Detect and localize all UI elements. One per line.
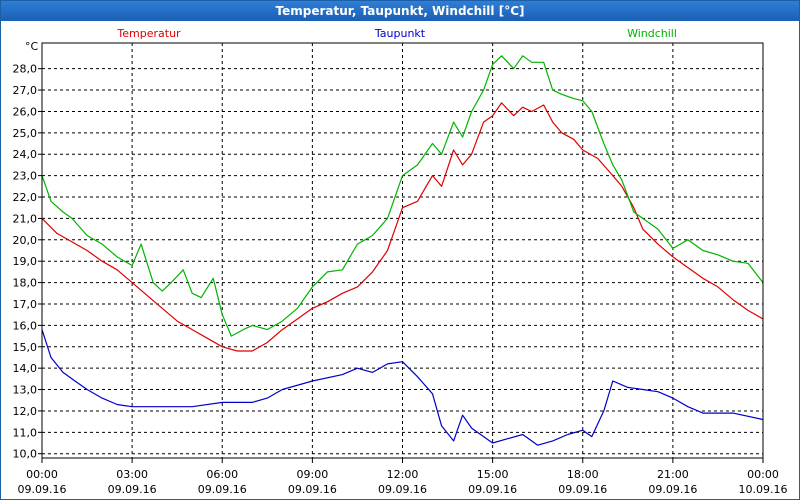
legend-entry-taupunkt: Taupunkt [374, 27, 426, 40]
y-tick-label: 13,0 [13, 384, 38, 397]
line-chart: 10,0 11,0 12,0 13,0 14,0 15,0 16,0 17,0 18,0 19,0… [13, 27, 788, 496]
y-tick-label: 26,0 [13, 105, 38, 118]
y-axis-unit-label: °C [25, 40, 39, 53]
y-tick-label: 10,0 [13, 448, 38, 461]
x-tick-time-label: 09:00 [297, 468, 329, 481]
y-tick-label: 16,0 [13, 319, 38, 332]
y-tick-label: 20,0 [13, 234, 38, 247]
x-tick-time-label: 00:00 [747, 468, 779, 481]
series-line-taupunkt [41, 329, 764, 446]
axes: 10,0 11,0 12,0 13,0 14,0 15,0 16,0 17,0 18,0 19,0… [13, 40, 788, 496]
y-tick-label: 14,0 [13, 362, 38, 375]
x-tick-time-label: 21:00 [657, 468, 689, 481]
y-tick-label: 25,0 [13, 127, 38, 140]
y-tick-label: 24,0 [13, 148, 38, 161]
legend-entry-temperatur: Temperatur [116, 27, 181, 40]
series-lines [41, 55, 764, 446]
x-tick-time-label: 18:00 [567, 468, 599, 481]
series-line-temperatur [41, 102, 764, 352]
x-tick-date-label: 09.09.16 [468, 483, 517, 496]
y-tick-label: 21,0 [13, 212, 38, 225]
chart-title: Temperatur, Taupunkt, Windchill [°C] [1, 1, 799, 21]
series-line-windchill [41, 55, 764, 337]
x-tick-time-label: 06:00 [206, 468, 238, 481]
y-tick-label: 22,0 [13, 191, 38, 204]
y-tick-label: 27,0 [13, 84, 38, 97]
legend-entry-windchill: Windchill [627, 27, 677, 40]
x-tick-date-label: 09.09.16 [288, 483, 337, 496]
y-tick-label: 19,0 [13, 255, 38, 268]
y-tick-label: 28,0 [13, 63, 38, 76]
x-tick-date-label: 09.09.16 [558, 483, 607, 496]
y-tick-label: 17,0 [13, 298, 38, 311]
x-tick-time-label: 15:00 [477, 468, 509, 481]
x-tick-date-label: 09.09.16 [378, 483, 427, 496]
legend: Temperatur Taupunkt Windchill [116, 27, 677, 40]
x-tick-date-label: 09.09.16 [108, 483, 157, 496]
y-tick-label: 15,0 [13, 341, 38, 354]
y-tick-label: 12,0 [13, 405, 38, 418]
x-tick-date-label: 09.09.16 [198, 483, 247, 496]
x-tick-time-label: 00:00 [26, 468, 58, 481]
y-tick-label: 11,0 [13, 426, 38, 439]
x-tick-date-label: 09.09.16 [18, 483, 67, 496]
plot-frame [41, 42, 764, 459]
gridlines [42, 43, 763, 458]
y-tick-label: 23,0 [13, 170, 38, 183]
x-tick-time-label: 03:00 [116, 468, 148, 481]
y-tick-label: 18,0 [13, 277, 38, 290]
x-tick-time-label: 12:00 [387, 468, 419, 481]
x-tick-date-label: 10.09.16 [739, 483, 788, 496]
x-tick-date-label: 09.09.16 [648, 483, 697, 496]
